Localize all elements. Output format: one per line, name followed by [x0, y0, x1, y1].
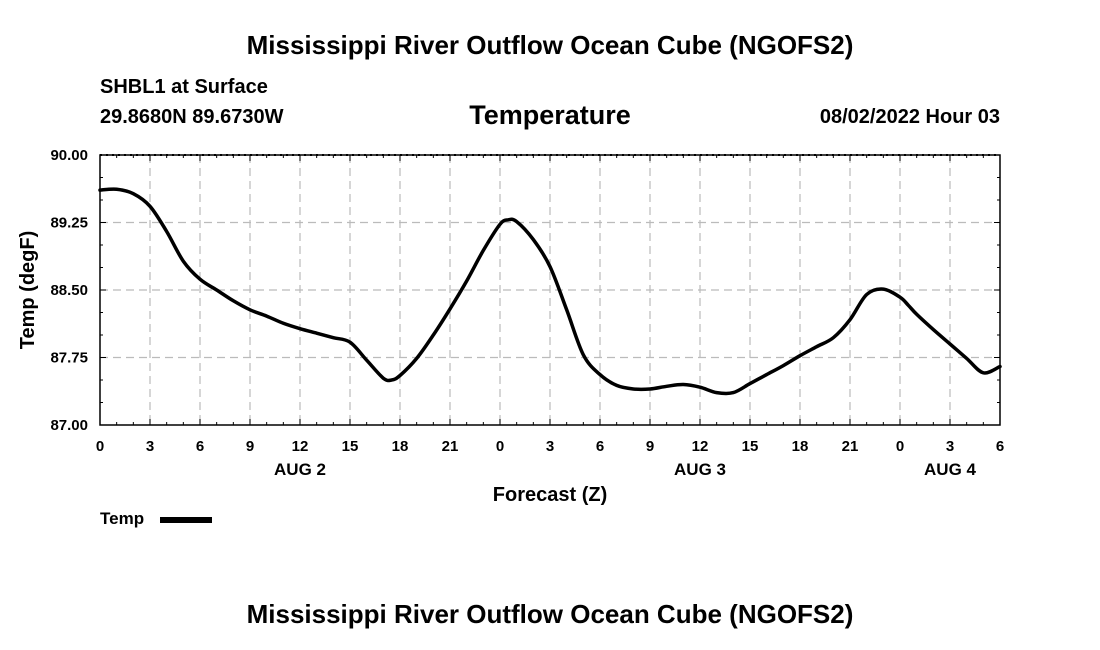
- x-tick-label: 6: [996, 438, 1004, 455]
- y-axis-title: Temp (degF): [17, 231, 39, 350]
- y-tick-label: 87.75: [50, 350, 88, 367]
- chart-main-title: Mississippi River Outflow Ocean Cube (NG…: [246, 30, 854, 60]
- y-tick-label: 87.00: [50, 417, 88, 434]
- x-axis-title: Forecast (Z): [493, 484, 607, 506]
- date-label: AUG 2: [274, 460, 326, 479]
- series-line-temp: [98, 187, 1002, 396]
- date-label: AUG 4: [924, 460, 977, 479]
- x-tick-label: 0: [896, 438, 904, 455]
- station-coordinates: 29.8680N 89.6730W: [100, 106, 284, 128]
- y-tick-label: 90.00: [50, 147, 88, 164]
- variable-title: Temperature: [469, 100, 631, 130]
- date-label: AUG 3: [674, 460, 726, 479]
- x-tick-label: 9: [246, 438, 254, 455]
- x-tick-label: 15: [342, 438, 359, 455]
- x-tick-label: 0: [96, 438, 104, 455]
- x-tick-label: 3: [146, 438, 154, 455]
- x-tick-label: 15: [742, 438, 759, 455]
- y-tick-label: 88.50: [50, 282, 88, 299]
- x-tick-label: 21: [442, 438, 459, 455]
- x-tick-label: 12: [692, 438, 709, 455]
- x-tick-label: 18: [792, 438, 809, 455]
- station-label: SHBL1 at Surface: [100, 76, 268, 98]
- legend-label: Temp: [100, 509, 145, 528]
- x-tick-label: 3: [946, 438, 954, 455]
- legend-swatch: [160, 517, 212, 523]
- x-tick-label: 12: [292, 438, 309, 455]
- x-tick-label: 0: [496, 438, 504, 455]
- x-tick-label: 6: [596, 438, 604, 455]
- x-tick-label: 3: [546, 438, 554, 455]
- forecast-datetime: 08/02/2022 Hour 03: [819, 106, 1000, 128]
- x-tick-label: 21: [842, 438, 859, 455]
- x-tick-label: 18: [392, 438, 409, 455]
- x-tick-label: 9: [646, 438, 654, 455]
- chart-footer-title: Mississippi River Outflow Ocean Cube (NG…: [246, 599, 854, 629]
- x-tick-label: 6: [196, 438, 204, 455]
- y-tick-label: 89.25: [50, 215, 88, 232]
